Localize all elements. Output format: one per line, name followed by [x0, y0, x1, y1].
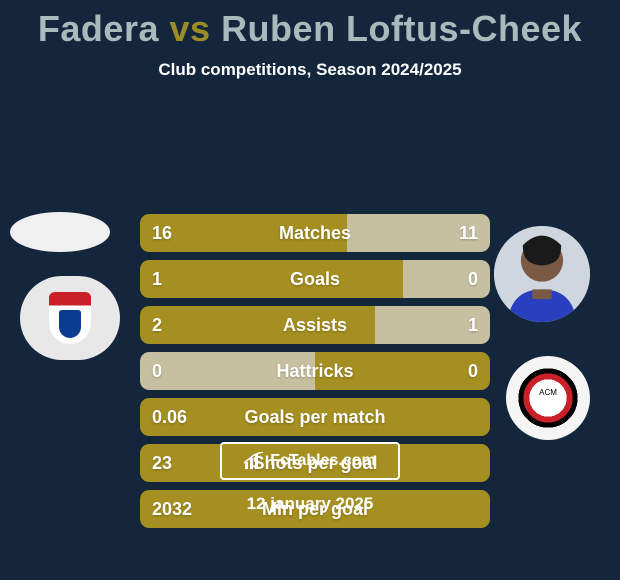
subtitle: Club competitions, Season 2024/2025: [0, 60, 620, 80]
stat-label: Assists: [140, 306, 490, 344]
player1-avatar: [10, 212, 110, 252]
stat-row: 1611Matches: [140, 214, 490, 252]
chart-icon: [244, 452, 264, 470]
milan-badge-icon: [518, 368, 578, 428]
stat-row: 10Goals: [140, 260, 490, 298]
vs-text: vs: [170, 8, 211, 49]
stat-row: 0.06Goals per match: [140, 398, 490, 436]
stat-label: Goals per match: [140, 398, 490, 436]
brand-text: FcTables.com: [270, 452, 376, 470]
stat-bars: 1611Matches 10Goals 21Assists 00Hattricks 0.…: [140, 214, 490, 536]
avatar-icon: [494, 226, 590, 322]
stat-label: Hattricks: [140, 352, 490, 390]
player2-club-badge: [506, 356, 590, 440]
stat-label: Goals: [140, 260, 490, 298]
stat-label: Matches: [140, 214, 490, 252]
comparison-title: Fadera vs Ruben Loftus-Cheek: [0, 0, 620, 50]
player2-name: Ruben Loftus-Cheek: [221, 8, 582, 49]
player1-name: Fadera: [38, 8, 159, 49]
player1-club-badge: [20, 276, 120, 360]
player2-avatar: [494, 226, 590, 322]
stat-row: 00Hattricks: [140, 352, 490, 390]
footer-date: 12 january 2025: [0, 494, 620, 514]
brand-badge: FcTables.com: [220, 442, 400, 480]
como-shield-icon: [49, 292, 91, 344]
stat-row: 21Assists: [140, 306, 490, 344]
